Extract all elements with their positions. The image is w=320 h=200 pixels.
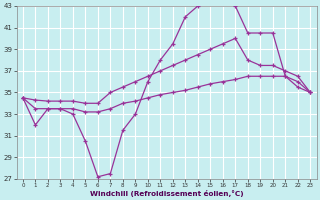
X-axis label: Windchill (Refroidissement éolien,°C): Windchill (Refroidissement éolien,°C) (90, 190, 244, 197)
